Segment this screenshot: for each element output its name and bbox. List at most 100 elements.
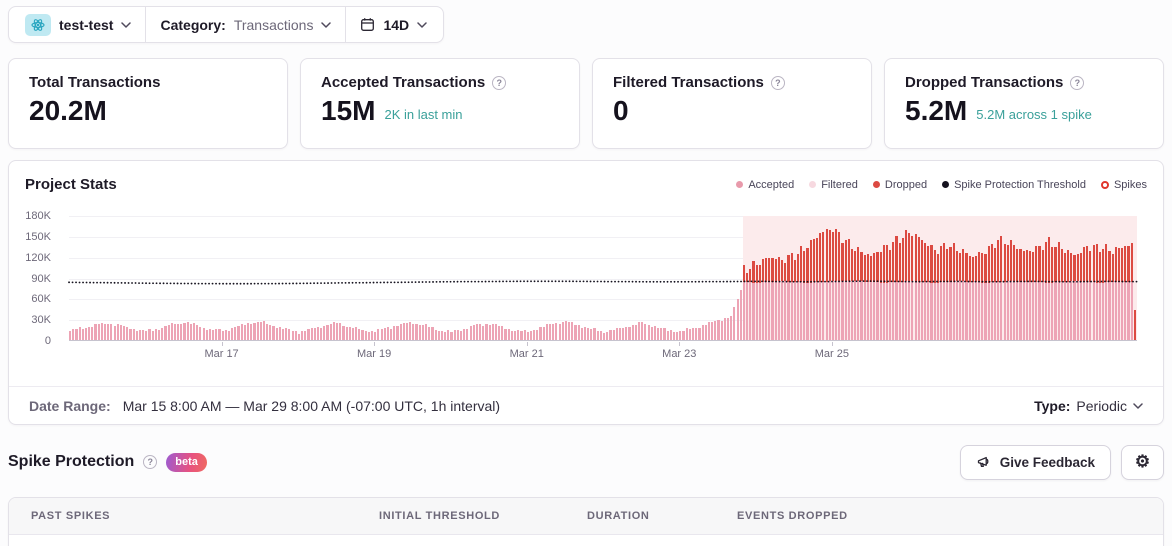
stat-subtext: 5.2M across 1 spike [976,106,1092,122]
chart-plot[interactable] [68,216,1138,341]
megaphone-icon [976,455,992,470]
chart-footer: Date Range: Mar 15 8:00 AM — Mar 29 8:00… [9,386,1163,424]
legend-label: Filtered [821,178,858,191]
spike-protection-threshold-line [68,280,1138,285]
column-header-initial-threshold: Initial Threshold [379,510,501,522]
stat-card-dropped: Dropped Transactions ? 5.2M 5.2M across … [884,58,1164,149]
y-tick-label: 90K [31,272,51,285]
stat-cards-row: Total Transactions 20.2M Accepted Transa… [8,58,1164,149]
page-filter-toolbar: test-test Category: Transactions 14D [8,6,445,43]
spike-protection-header: Spike Protection ? beta Give Feedback ⚙ [8,441,1164,483]
y-tick-label: 0 [44,335,51,347]
calendar-icon [360,17,375,32]
category-value: Transactions [233,16,314,33]
chevron-down-icon [1133,402,1143,409]
project-name: test-test [59,16,114,33]
date-range-value: Mar 15 8:00 AM — Mar 29 8:00 AM (-07:00 … [122,397,501,414]
x-tick [831,342,833,346]
give-feedback-button[interactable]: Give Feedback [959,444,1111,480]
legend-label: Spikes [1113,178,1147,191]
dropped-dot-icon [872,181,880,188]
chart-title: Project Stats [25,176,117,193]
stat-value: 5.2M [905,95,968,126]
spikes-circle-icon [1100,180,1109,189]
x-tick-label: Mar 23 [662,348,697,360]
column-header-past-spikes: Past Spikes [31,510,111,522]
help-icon[interactable]: ? [492,75,507,90]
legend-label: Dropped [884,178,928,191]
stat-subtext: 2K in last min [384,106,463,122]
chevron-down-icon [321,21,332,28]
x-tick-label: Mar 25 [814,348,849,360]
legend-item-threshold[interactable]: Spike Protection Threshold [942,179,1086,191]
project-platform-icon [25,13,51,36]
stat-value: 0 [613,95,629,126]
stat-title: Accepted Transactions [321,74,486,91]
date-range-label: Date Range: [29,397,111,414]
chart-legend: Accepted Filtered Dropped Spike Protecti… [736,179,1147,191]
legend-item-accepted[interactable]: Accepted [736,179,794,191]
legend-label: Accepted [748,178,795,191]
project-stats-card: Project Stats Accepted Filtered Dropped … [8,160,1164,425]
x-tick [679,342,681,346]
x-tick [221,342,223,346]
table-header-row: Past Spikes Initial Threshold Duration E… [9,498,1163,535]
gridline [69,236,1137,238]
beta-badge: beta [166,452,207,472]
stat-value: 20.2M [29,95,107,126]
chart-y-axis: 180K 150K 120K 90K 60K 30K 0 [9,210,59,347]
gridline [69,216,1137,217]
accepted-dot-icon [736,181,744,188]
legend-item-spikes[interactable]: Spikes [1100,178,1147,191]
stat-card-total: Total Transactions 20.2M [8,58,288,149]
y-tick-label: 60K [31,293,51,306]
chevron-down-icon [121,21,132,28]
react-atom-icon [31,18,45,31]
stat-value: 15M [321,95,376,126]
stat-title: Total Transactions [29,74,161,91]
gridline [69,257,1137,259]
category-selector[interactable]: Category: Transactions [145,7,345,42]
y-tick-label: 120K [25,251,51,264]
x-tick-label: Mar 21 [509,348,544,360]
column-header-duration: Duration [587,510,650,522]
legend-label: Spike Protection Threshold [954,178,1086,191]
category-label: Category: [160,16,226,33]
stat-card-filtered: Filtered Transactions ? 0 [592,58,872,149]
type-value: Periodic [1076,397,1127,414]
type-label: Type: [1034,397,1071,414]
x-axis-line [69,340,1137,341]
threshold-dot-icon [942,181,950,188]
settings-button[interactable]: ⚙ [1121,444,1164,480]
stat-title: Filtered Transactions [613,74,764,91]
stat-title: Dropped Transactions [905,74,1064,91]
gridline [69,278,1137,280]
chart-bars [69,216,1137,341]
date-range-selector[interactable]: 14D [345,7,441,42]
stat-card-accepted: Accepted Transactions ? 15M 2K in last m… [300,58,580,149]
y-tick-label: 180K [25,210,51,222]
type-selector[interactable]: Type: Periodic [1034,398,1143,414]
help-icon[interactable]: ? [1070,75,1085,90]
chart-x-axis: Mar 17 Mar 19 Mar 21 Mar 23 Mar 25 [69,342,1137,364]
column-header-events-dropped: Events Dropped [737,510,848,522]
past-spikes-table: Past Spikes Initial Threshold Duration E… [8,497,1164,546]
gridline [69,320,1137,322]
legend-item-dropped[interactable]: Dropped [872,178,928,191]
give-feedback-label: Give Feedback [999,454,1095,470]
x-tick [526,342,528,346]
x-tick-label: Mar 19 [357,348,392,360]
y-tick-label: 30K [31,314,51,327]
period-value: 14D [383,16,410,33]
legend-item-filtered[interactable]: Filtered [809,179,858,191]
help-icon[interactable]: ? [143,455,158,469]
x-tick [374,342,376,346]
gridline [69,299,1137,301]
gear-icon: ⚙ [1134,452,1151,471]
help-icon[interactable]: ? [770,75,785,90]
y-tick-label: 150K [25,230,51,243]
x-tick-label: Mar 17 [204,348,239,360]
project-selector[interactable]: test-test [11,7,145,42]
chevron-down-icon [417,21,427,28]
filtered-dot-icon [809,181,817,188]
